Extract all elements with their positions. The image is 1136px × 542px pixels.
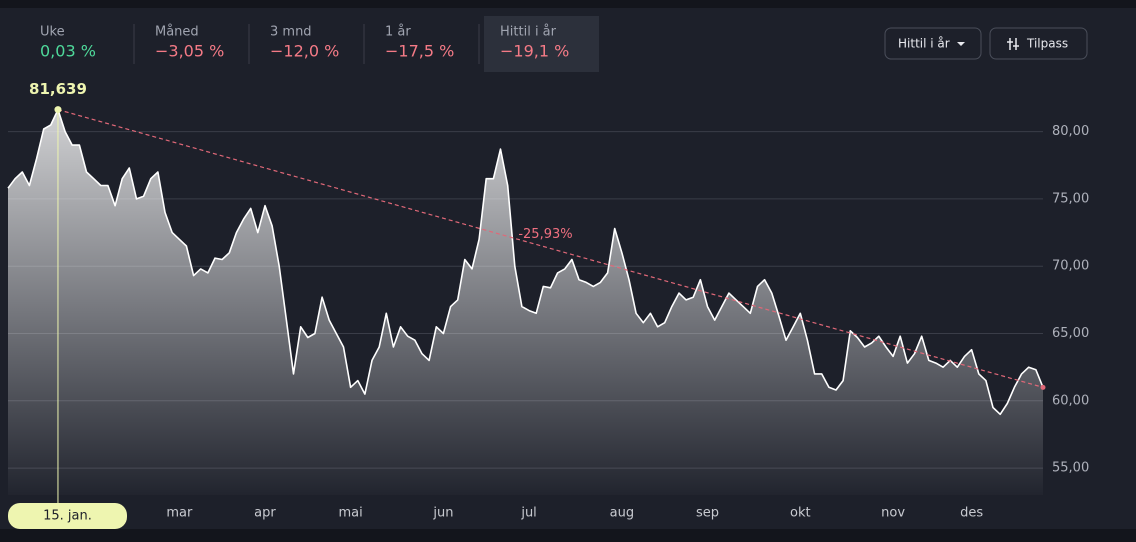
x-tick-label: mar bbox=[166, 506, 193, 521]
x-tick-label: jun bbox=[432, 506, 453, 521]
tab-label[interactable]: Uke bbox=[40, 25, 65, 40]
x-tick-label: okt bbox=[790, 506, 811, 521]
y-tick-label: 75,00 bbox=[1052, 191, 1089, 206]
tab-change[interactable]: −3,05 % bbox=[155, 42, 224, 61]
period-button[interactable]: Hittil i år bbox=[884, 27, 982, 60]
y-tick-label: 70,00 bbox=[1052, 259, 1089, 274]
button-label[interactable]: Hittil i år bbox=[898, 37, 950, 51]
tab-label[interactable]: 1 år bbox=[385, 25, 411, 40]
x-tick-label: apr bbox=[254, 506, 276, 521]
customize-button[interactable]: Tilpass bbox=[989, 27, 1088, 60]
x-tick-label: jul bbox=[520, 506, 536, 521]
y-tick-label: 65,00 bbox=[1052, 326, 1089, 341]
y-tick-label: 80,00 bbox=[1052, 124, 1089, 139]
selected-tab[interactable] bbox=[484, 16, 599, 72]
x-tick-label: des bbox=[960, 506, 983, 521]
tab-change[interactable]: −12,0 % bbox=[270, 42, 339, 61]
peak-label: 81,639 bbox=[29, 80, 87, 98]
tab-label[interactable]: Måned bbox=[155, 25, 199, 40]
tab-change[interactable]: −19,1 % bbox=[500, 42, 569, 61]
chart: 55,00 60,00 65,00 70,00 75,00 80,00 -25,93% 81,… bbox=[7, 80, 1089, 529]
tab-change[interactable]: 0,03 % bbox=[40, 42, 96, 61]
trend-end bbox=[1040, 384, 1046, 390]
x-tick-label: nov bbox=[881, 506, 905, 521]
caret-icon[interactable] bbox=[957, 42, 965, 46]
date-badge-label: 15. jan. bbox=[43, 509, 92, 524]
price-line bbox=[7, 108, 1044, 416]
x-tick-label: sep bbox=[696, 506, 719, 521]
x-tick-label: aug bbox=[610, 506, 634, 521]
y-tick-label: 60,00 bbox=[1052, 393, 1089, 408]
peak-dot bbox=[54, 106, 62, 114]
tab-label[interactable]: Hittil i år bbox=[500, 25, 557, 40]
tab-change[interactable]: −17,5 % bbox=[385, 42, 454, 61]
y-tick-label: 55,00 bbox=[1052, 461, 1089, 476]
button-label[interactable]: Tilpass bbox=[1026, 37, 1068, 51]
sliders-icon[interactable] bbox=[1007, 38, 1019, 50]
trend-line bbox=[57, 109, 1044, 388]
button-frame[interactable] bbox=[989, 27, 1088, 60]
tab-label[interactable]: 3 mnd bbox=[270, 25, 312, 40]
date-badge bbox=[8, 503, 127, 529]
period-tabs: Uke 0,03 % Måned −3,05 % 3 mnd −12,0 % 1 år −17… bbox=[40, 16, 599, 72]
area bbox=[8, 109, 1043, 495]
trend-label: -25,93% bbox=[518, 227, 572, 242]
button-frame[interactable] bbox=[884, 27, 982, 60]
x-tick-label: mai bbox=[338, 506, 362, 521]
